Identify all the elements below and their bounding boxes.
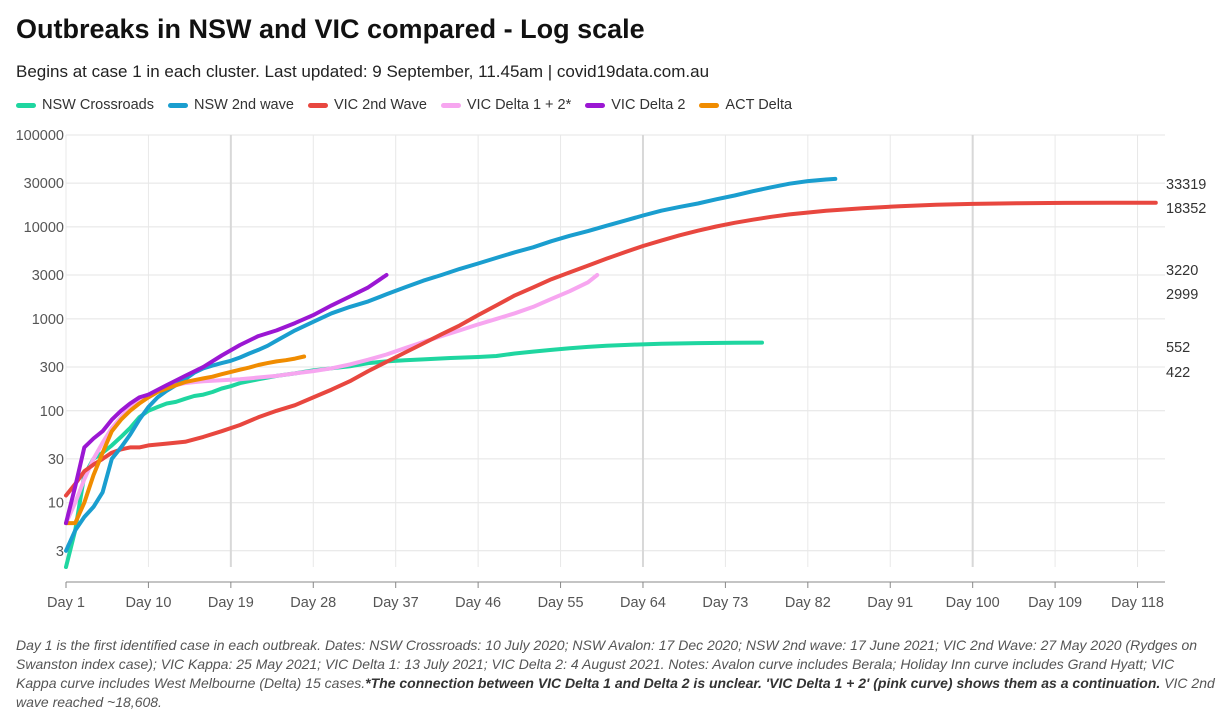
- chart-title: Outbreaks in NSW and VIC compared - Log …: [16, 14, 645, 44]
- y-tick-label: 3: [56, 544, 64, 560]
- x-tick-label: Day 64: [620, 595, 666, 611]
- y-tick-label: 100000: [16, 128, 64, 144]
- end-value-label: 33319: [1166, 177, 1206, 193]
- end-value-label: 552: [1166, 340, 1190, 356]
- footnote-text-end: VIC 2nd wave reached ~18,608.: [16, 675, 1215, 710]
- x-tick-label: Day 100: [946, 595, 1000, 611]
- chart-footnote: Day 1 is the first identified case in ea…: [16, 636, 1216, 712]
- y-tick-label: 30000: [24, 176, 64, 192]
- legend-item: ACT Delta: [699, 97, 792, 113]
- legend-label: VIC Delta 1 + 2*: [466, 97, 572, 113]
- x-tick-label: Day 10: [125, 595, 171, 611]
- x-tick-label: Day 118: [1111, 595, 1164, 611]
- legend-item: NSW 2nd wave: [168, 97, 294, 113]
- legend-item: VIC Delta 2: [585, 97, 685, 113]
- y-tick-label: 10000: [24, 220, 64, 236]
- x-tick-label: Day 19: [208, 595, 254, 611]
- x-tick-label: Day 46: [455, 595, 501, 611]
- chart-legend: NSW Crossroads NSW 2nd wave VIC 2nd Wave VI…: [16, 97, 806, 113]
- series-line-vic-delta-2: [64, 273, 389, 526]
- legend-label: NSW 2nd wave: [194, 97, 294, 113]
- y-tick-label: 3000: [32, 268, 64, 284]
- end-value-label: 3220: [1166, 263, 1198, 279]
- legend-item: VIC 2nd Wave: [307, 97, 427, 113]
- end-value-label: 422: [1166, 365, 1190, 381]
- legend-swatch: [168, 102, 188, 108]
- x-tick-label: Day 28: [290, 595, 336, 611]
- y-tick-label: 30: [48, 452, 64, 468]
- end-value-label: 18352: [1166, 201, 1206, 217]
- x-tick-label: Day 73: [702, 595, 748, 611]
- chart-subtitle: Begins at case 1 in each cluster. Last u…: [16, 62, 710, 81]
- series-line-act-delta: [64, 354, 307, 526]
- legend-label: VIC Delta 2: [611, 97, 686, 113]
- legend-swatch: [307, 102, 328, 108]
- legend-swatch: [699, 102, 720, 108]
- x-tick-label: Day 91: [867, 595, 913, 611]
- x-tick-label: Day 82: [785, 595, 831, 611]
- series-line-nsw-2nd-wave: [64, 176, 838, 553]
- x-tick-label: Day 55: [538, 595, 584, 611]
- legend-swatch: [585, 102, 606, 108]
- legend-label: VIC 2nd Wave: [333, 97, 427, 113]
- y-tick-label: 300: [40, 360, 64, 376]
- x-tick-label: Day 1: [47, 595, 85, 611]
- y-tick-label: 10: [48, 496, 64, 512]
- footnote-bold-text: *The connection between VIC Delta 1 and …: [365, 675, 1161, 691]
- series-line-nsw-crossroads: [64, 340, 764, 569]
- footnote-text: Day 1 is the first identified case in ea…: [16, 637, 1198, 691]
- legend-swatch: [440, 102, 461, 108]
- legend-item: VIC Delta 1 + 2*: [440, 97, 572, 113]
- series-line-vic-2nd-wave: [64, 200, 1158, 498]
- legend-item: NSW Crossroads: [16, 97, 154, 113]
- legend-label: ACT Delta: [725, 97, 793, 113]
- legend-swatch: [16, 102, 36, 108]
- legend-label: NSW Crossroads: [42, 97, 154, 113]
- y-tick-label: 1000: [32, 312, 64, 328]
- x-tick-label: Day 37: [373, 595, 419, 611]
- x-tick-label: Day 109: [1028, 595, 1082, 611]
- end-value-label: 2999: [1166, 287, 1198, 303]
- y-tick-label: 100: [40, 404, 64, 420]
